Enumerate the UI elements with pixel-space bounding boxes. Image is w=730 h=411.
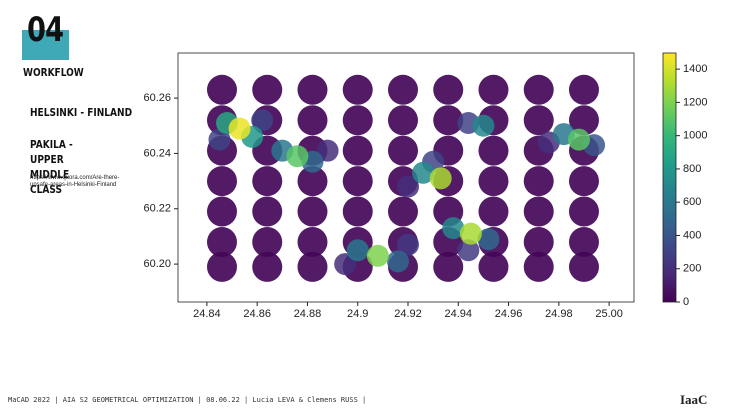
source-url: https://www.quora.com/Are-there-unsafe-a… bbox=[30, 175, 120, 188]
point bbox=[433, 105, 464, 136]
point bbox=[478, 74, 509, 105]
point bbox=[442, 217, 465, 240]
point bbox=[478, 251, 509, 282]
point bbox=[387, 105, 418, 136]
colorbar-tick-label: 800 bbox=[683, 163, 701, 175]
point bbox=[251, 109, 274, 132]
point bbox=[297, 196, 328, 227]
colorbar-tick-label: 1000 bbox=[683, 130, 707, 142]
plot-frame bbox=[177, 52, 635, 303]
point bbox=[252, 251, 283, 282]
point bbox=[412, 161, 435, 184]
point bbox=[252, 226, 283, 257]
point bbox=[523, 226, 554, 257]
point bbox=[366, 244, 389, 267]
point bbox=[297, 105, 328, 136]
point bbox=[206, 226, 237, 257]
point bbox=[523, 251, 554, 282]
colorbar-tick-label: 1400 bbox=[683, 63, 707, 75]
point bbox=[316, 139, 339, 162]
x-tick-label: 24.84 bbox=[193, 308, 221, 320]
point bbox=[297, 251, 328, 282]
point bbox=[342, 105, 373, 136]
point bbox=[297, 226, 328, 257]
point bbox=[568, 74, 599, 105]
colorbar-tick-label: 400 bbox=[683, 229, 701, 241]
subtitle: PAKILA - UPPER MIDDLE CLASS bbox=[30, 138, 73, 196]
logo: IaaC bbox=[680, 392, 708, 407]
x-tick-label: 24.86 bbox=[243, 308, 271, 320]
y-tick-label: 60.22 bbox=[143, 203, 171, 215]
point bbox=[342, 74, 373, 105]
x-tick-label: 25.00 bbox=[595, 308, 623, 320]
x-tick-label: 24.88 bbox=[294, 308, 322, 320]
x-tick-label: 24.94 bbox=[445, 308, 473, 320]
x-tick-label: 24.9 bbox=[347, 308, 368, 320]
colorbar-tick-label: 600 bbox=[683, 196, 701, 208]
y-tick-label: 60.20 bbox=[143, 258, 171, 270]
point bbox=[342, 166, 373, 197]
colorbar-tick-label: 0 bbox=[683, 296, 689, 308]
point bbox=[429, 167, 452, 190]
point bbox=[433, 74, 464, 105]
point bbox=[397, 233, 420, 256]
point bbox=[568, 196, 599, 227]
section: WORKFLOW bbox=[23, 66, 84, 79]
point bbox=[206, 166, 237, 197]
point bbox=[252, 74, 283, 105]
x-tick-label: 24.96 bbox=[495, 308, 523, 320]
point bbox=[459, 222, 482, 245]
point bbox=[386, 250, 409, 273]
point bbox=[397, 175, 420, 198]
point bbox=[523, 105, 554, 136]
point bbox=[342, 135, 373, 166]
point bbox=[206, 251, 237, 282]
point bbox=[523, 166, 554, 197]
colorbar bbox=[662, 52, 677, 303]
point bbox=[346, 239, 369, 262]
point bbox=[457, 239, 480, 262]
point bbox=[523, 74, 554, 105]
colorbar-tick-label: 200 bbox=[683, 263, 701, 275]
point bbox=[297, 166, 328, 197]
point bbox=[472, 114, 495, 137]
point bbox=[478, 166, 509, 197]
point bbox=[286, 145, 309, 168]
location: HELSINKI - FINLAND bbox=[30, 106, 133, 119]
x-tick-label: 24.98 bbox=[545, 308, 573, 320]
point bbox=[387, 74, 418, 105]
y-tick-label: 60.24 bbox=[143, 147, 171, 159]
footer: MaCAD 2022 | AIA S2 GEOMETRICAL OPTIMIZA… bbox=[8, 396, 367, 404]
point bbox=[477, 228, 500, 251]
point bbox=[387, 196, 418, 227]
number-box bbox=[22, 30, 69, 60]
point bbox=[523, 196, 554, 227]
point bbox=[206, 196, 237, 227]
point bbox=[206, 74, 237, 105]
point bbox=[568, 166, 599, 197]
point bbox=[567, 128, 590, 151]
point bbox=[568, 226, 599, 257]
point bbox=[228, 117, 251, 140]
point bbox=[478, 135, 509, 166]
point bbox=[208, 128, 231, 151]
point bbox=[568, 105, 599, 136]
colorbar-tick-label: 1200 bbox=[683, 96, 707, 108]
point bbox=[568, 251, 599, 282]
y-tick-label: 60.26 bbox=[143, 92, 171, 104]
point bbox=[342, 196, 373, 227]
point bbox=[433, 251, 464, 282]
point bbox=[252, 196, 283, 227]
slide-number: 04 bbox=[27, 10, 64, 50]
point bbox=[387, 135, 418, 166]
points bbox=[206, 74, 606, 282]
point bbox=[297, 74, 328, 105]
x-tick-label: 24.92 bbox=[394, 308, 422, 320]
point bbox=[478, 196, 509, 227]
point bbox=[252, 166, 283, 197]
chart: 24.84 24.86 24.88 24.9 24.92 24.94 24.96 24.98 2… bbox=[143, 52, 707, 320]
